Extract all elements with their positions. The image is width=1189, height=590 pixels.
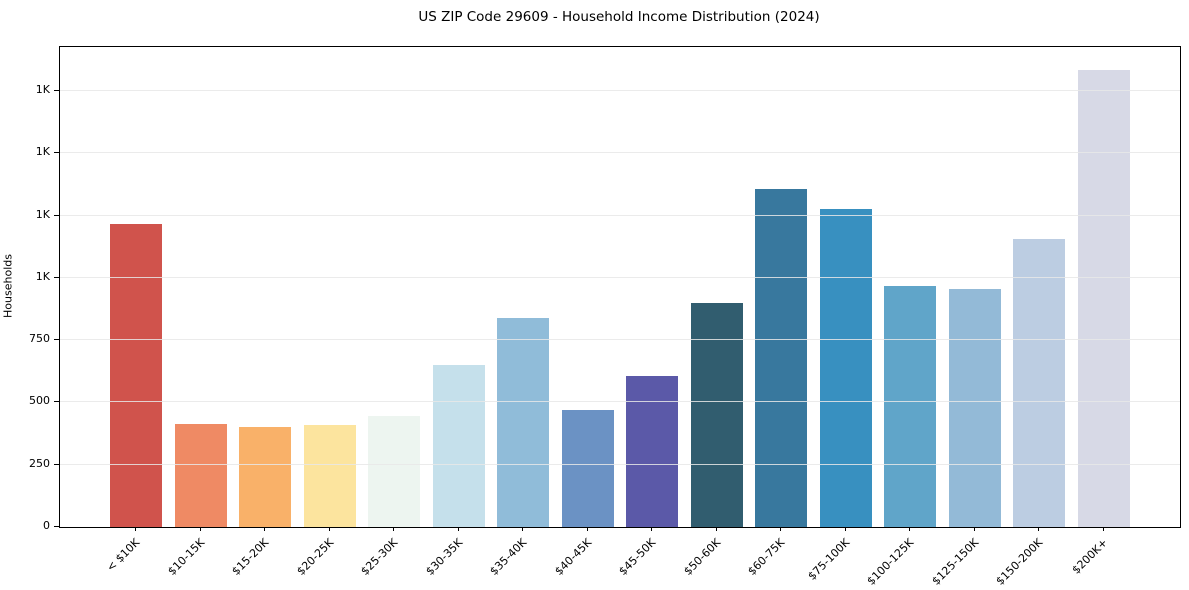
- y-tick-label: 1K: [35, 82, 50, 96]
- y-tick-mark: [54, 214, 59, 216]
- x-tick-label: $20-25K: [293, 536, 336, 578]
- x-tick-label: $100-125K: [864, 536, 917, 588]
- x-tick-label: $30-35K: [422, 536, 465, 578]
- bar-$20-25K: [303, 425, 356, 527]
- bar-$75-100K: [819, 208, 872, 527]
- x-tick-label: $125-150K: [928, 536, 981, 588]
- gridline: [60, 89, 1180, 91]
- y-tick-label: 250: [29, 456, 50, 470]
- x-tick-label: < $10K: [104, 536, 143, 575]
- bar-$100-125K: [884, 285, 936, 527]
- gridline: [60, 214, 1180, 216]
- gridline: [60, 152, 1180, 154]
- y-tick-mark: [54, 401, 59, 403]
- bar-$60-75K: [755, 188, 807, 527]
- y-tick-label: 0: [43, 519, 50, 532]
- bar-$150-200K: [1013, 239, 1065, 527]
- y-tick-mark: [54, 152, 59, 154]
- bar-$125-150K: [948, 288, 1001, 527]
- x-tick-mark: [457, 527, 459, 531]
- bar-$35-40K: [497, 318, 549, 527]
- y-tick-label: 1K: [35, 269, 50, 283]
- y-tick-label: 1K: [35, 207, 50, 221]
- y-tick-label: 500: [29, 394, 50, 408]
- chart-title: US ZIP Code 29609 - Household Income Dis…: [418, 9, 820, 25]
- bar-$200K+: [1077, 69, 1130, 527]
- gridline: [60, 339, 1180, 341]
- bar-$10-15K: [174, 423, 227, 527]
- x-tick-mark: [199, 527, 201, 531]
- x-tick-label: $200K+: [1069, 536, 1110, 577]
- bar-$50-60K: [690, 302, 743, 527]
- gridline: [60, 463, 1180, 465]
- x-tick-mark: [135, 527, 136, 531]
- x-tick-mark: [264, 527, 265, 531]
- x-tick-label: $35-40K: [487, 536, 530, 578]
- x-tick-label: $45-50K: [616, 536, 659, 578]
- x-tick-mark: [1038, 527, 1039, 531]
- bar-$25-30K: [368, 416, 420, 527]
- x-tick-label: $15-20K: [229, 536, 272, 578]
- x-tick-mark: [522, 527, 523, 531]
- x-tick-mark: [973, 527, 975, 531]
- y-tick-mark: [54, 526, 59, 527]
- x-tick-mark: [393, 527, 394, 531]
- x-tick-mark: [844, 527, 846, 531]
- x-tick-label: $40-45K: [551, 536, 594, 578]
- bar-$40-45K: [561, 409, 614, 527]
- y-tick-mark: [54, 89, 59, 91]
- x-tick-label: $150-200K: [993, 536, 1046, 588]
- y-tick-mark: [54, 463, 59, 465]
- x-tick-label: $25-30K: [358, 536, 401, 578]
- bar-$15-20K: [239, 426, 291, 527]
- x-tick-mark: [715, 527, 717, 531]
- bar-$30-35K: [432, 364, 485, 527]
- x-tick-label: $75-100K: [804, 536, 852, 583]
- x-tick-mark: [909, 527, 910, 531]
- x-tick-label: $10-15K: [164, 536, 207, 578]
- bar-< $10K: [110, 224, 162, 527]
- x-tick-label: $60-75K: [745, 536, 788, 578]
- x-tick-mark: [328, 527, 330, 531]
- y-tick-mark: [54, 276, 59, 278]
- x-tick-mark: [586, 527, 588, 531]
- x-tick-mark: [780, 527, 781, 531]
- y-axis-label: Households: [1, 254, 15, 318]
- y-tick-label: 1K: [35, 145, 50, 159]
- bar-$45-50K: [626, 376, 678, 527]
- plot-area: [59, 46, 1181, 528]
- x-tick-mark: [1102, 527, 1104, 531]
- x-tick-mark: [651, 527, 652, 531]
- y-tick-label: 750: [29, 332, 50, 346]
- x-tick-label: $50-60K: [680, 536, 723, 578]
- y-tick-mark: [54, 339, 59, 341]
- gridline: [60, 401, 1180, 403]
- gridline: [60, 276, 1180, 278]
